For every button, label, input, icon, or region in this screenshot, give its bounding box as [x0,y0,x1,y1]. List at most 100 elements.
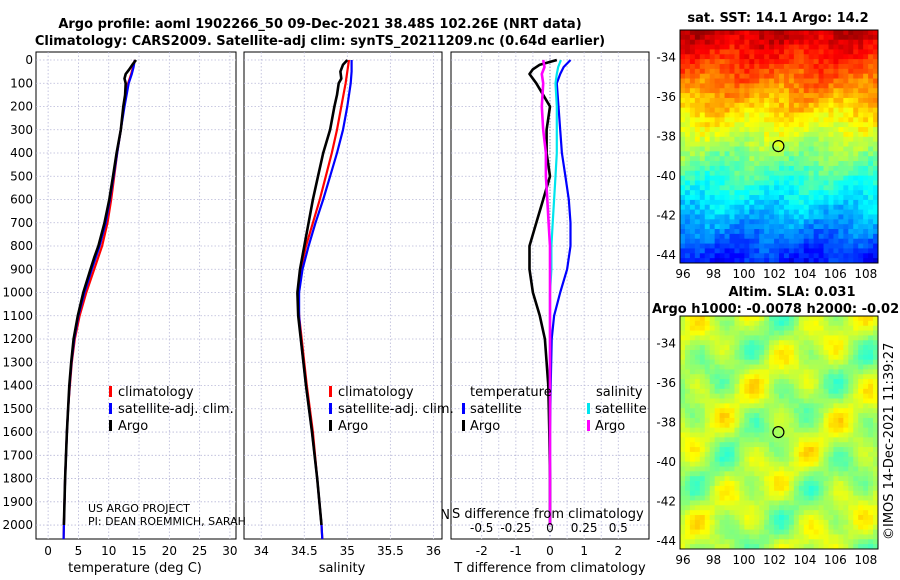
sla-cell [749,320,755,327]
sla-cell [709,519,716,526]
sst-cell [803,112,810,118]
sla-cell [808,364,815,370]
sst-cell [714,238,720,244]
sla-cell [729,413,735,419]
sst-cell [808,49,815,55]
sla-cell [714,403,720,409]
sla-cell [828,432,834,438]
sst-cell [873,39,879,45]
sst-cell [788,209,795,215]
sla-cell [734,505,740,511]
sst-cell [689,141,696,147]
sla-cell [754,359,760,365]
sla-cell [729,534,735,540]
sla-cell [714,316,720,322]
sst-cell [694,238,701,244]
sst-cell [739,219,745,225]
sla-cell [769,466,775,472]
sst-cell [798,112,805,118]
sla-cell [858,456,864,463]
sst-cell [739,233,745,240]
sst-cell [853,49,859,55]
legend-swatch-s-satellite [587,403,590,414]
sst-cell [813,39,819,45]
sla-cell [783,539,790,545]
sst-cell [689,175,696,181]
sla-cell [779,505,785,511]
sst-cell [843,78,849,84]
sla-cell [680,330,686,336]
sla-cell [823,330,829,336]
sst-cell [714,253,720,259]
sst-cell [680,258,686,264]
sla-cell [684,510,691,516]
sst-cell [843,233,849,240]
sla-cell [759,398,765,404]
sst-cell [788,88,795,94]
sst-cell [709,117,716,123]
sst-cell [798,229,805,235]
sla-cell [704,359,711,365]
sla-cell [793,422,800,429]
sst-cell [709,93,716,99]
sst-cell [838,122,844,128]
sst-cell [774,49,780,55]
sst-cell [759,170,765,177]
sst-cell [863,122,869,128]
sla-cell [833,340,839,346]
sla-cell [848,534,854,540]
sla-cell [803,500,810,506]
sst-cell [724,156,730,162]
sla-cell [709,524,716,530]
sla-cell [803,374,810,380]
sst-cell [694,233,701,240]
sla-cell [808,383,815,390]
sst-cell [754,107,760,113]
sst-cell [873,170,879,177]
sla-cell [764,427,770,433]
sst-cell [873,131,879,138]
sst-cell [754,102,760,109]
sst-cell [813,68,819,75]
sla-cell [719,398,725,404]
sst-cell [828,224,834,230]
sla-cell [749,374,755,380]
sla-cell [734,451,740,458]
sla-cell [808,495,815,501]
sst-cell [759,117,765,123]
sst-cell [724,54,730,60]
sla-cell [704,325,711,331]
sla-cell [808,330,815,336]
sst-cell [863,195,869,201]
sst-cell [724,229,730,235]
sla-cell [813,534,819,540]
sst-cell [734,34,740,41]
sla-cell [749,417,755,424]
sla-cell [704,505,711,511]
sst-cell [779,78,785,84]
sla-cell [818,422,824,429]
sst-cell [808,214,815,220]
sst-cell [699,209,706,215]
sst-cell [803,44,810,50]
sst-cell [704,54,711,60]
sla-cell [680,524,686,530]
sla-cell [724,529,730,535]
sla-cell [863,349,869,356]
sla-cell [774,335,780,341]
sla-cell [779,325,785,331]
sla-cell [759,505,765,511]
sla-cell [828,388,834,395]
sst-cell [808,122,815,128]
sla-cell [689,529,696,535]
sst-cell [788,190,795,196]
sst-cell [823,78,829,84]
sla-cell [823,500,829,506]
sst-cell [729,175,735,181]
sst-cell [783,151,790,157]
sst-cell [719,44,725,50]
sla-cell [813,432,819,438]
sst-cell [774,253,780,259]
sst-cell [704,204,711,210]
sla-cell [848,515,854,521]
